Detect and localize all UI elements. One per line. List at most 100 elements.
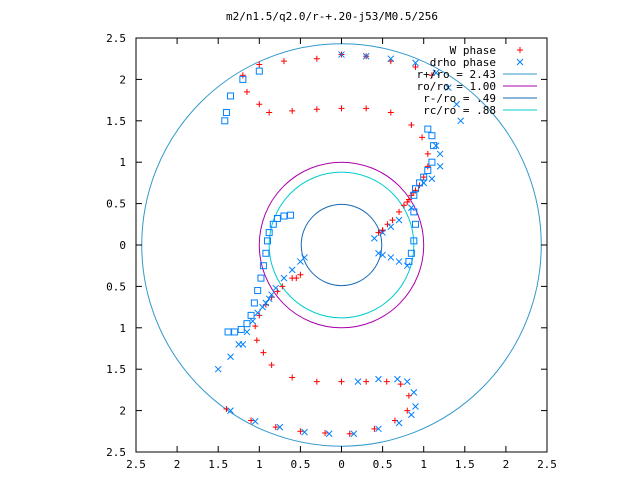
point-s2-4 [254,287,262,295]
point-s0-52 [346,430,353,437]
x-tick-label-6: 0.5 [373,458,393,471]
x-tick-label-0: 2.5 [126,458,146,471]
point-s1-50 [432,69,440,77]
y-tick-label-2: 1.5 [106,363,126,376]
point-s0-49 [404,407,411,414]
x-tick-label-5: 0 [338,458,345,471]
point-s1-22 [410,389,418,396]
point-s2-15 [287,211,295,219]
point-s1-3 [280,274,288,282]
point-s1-38 [387,223,395,231]
point-s2-11 [265,229,273,237]
point-s1-47 [362,52,370,60]
point-s1-14 [379,251,386,259]
point-s2-8 [237,325,245,333]
x-tick-label-3: 1 [256,458,263,471]
point-s1-1 [297,258,304,265]
point-s2-31 [239,75,247,83]
point-s2-32 [227,92,235,100]
point-s1-21 [403,378,411,385]
point-s1-42 [428,175,436,183]
point-s0-43 [313,378,320,385]
point-s2-10 [224,328,232,336]
point-s2-34 [221,117,229,125]
point-s0-59 [384,221,391,228]
point-s2-28 [407,249,415,257]
legend-label-2: r+/ro = 2.43 [417,68,496,81]
point-s2-21 [420,173,428,181]
point-s2-20 [424,166,432,174]
point-s2-17 [428,132,436,140]
point-s1-29 [301,428,308,436]
legend-label-5: rc/ro = .88 [423,104,496,117]
point-s0-53 [322,429,329,436]
point-s1-30 [276,423,284,431]
point-s0-42 [289,374,296,381]
point-s0-47 [397,381,404,388]
point-s2-33 [222,109,230,117]
point-s0-61 [293,275,300,282]
point-s0-26 [280,58,287,65]
point-s0-13 [424,150,431,157]
point-s1-25 [395,419,403,427]
point-s2-29 [405,258,413,266]
point-s0-6 [405,196,412,203]
y-tick-label-8: 1.5 [106,115,126,128]
point-s0-3 [396,208,403,215]
y-tick-label-6: 0.5 [106,198,126,211]
point-s2-19 [428,158,436,166]
point-s2-13 [273,215,281,223]
x-tick-label-7: 1 [420,458,427,471]
point-s2-0 [264,237,272,245]
point-s1-11 [243,328,251,336]
point-s0-37 [256,312,263,319]
point-s0-23 [243,88,250,95]
point-s1-26 [375,425,382,433]
point-s1-13 [375,249,382,257]
point-s1-9 [254,309,262,317]
point-s1-45 [432,142,440,149]
point-s1-18 [354,378,362,385]
point-s0-41 [268,362,275,369]
point-s1-37 [379,229,386,236]
point-s1-32 [227,407,234,414]
x-tick-label-8: 1.5 [455,458,475,471]
point-s0-55 [272,424,279,431]
point-s1-7 [262,299,270,307]
point-s1-28 [325,430,333,438]
point-s2-7 [243,320,251,328]
point-s1-2 [288,266,296,274]
point-s0-2 [389,217,396,224]
legend-label-1: drho phase [430,56,496,69]
y-tick-label-5: 0 [119,239,126,252]
ref-circle-1 [258,161,425,329]
point-s1-39 [395,216,403,224]
y-tick-label-1: 2 [119,405,126,418]
x-tick-label-10: 2.5 [537,458,557,471]
point-s1-8 [259,303,266,311]
point-s0-15 [408,121,415,128]
point-s2-30 [255,67,263,75]
point-s0-18 [338,105,345,112]
point-s0-40 [260,349,267,356]
point-s2-6 [247,311,255,319]
point-s0-51 [371,425,378,432]
point-s1-19 [375,375,382,383]
point-s0-4 [400,202,407,209]
point-s1-17 [403,262,411,270]
ref-circle-2 [300,203,383,287]
x-tick-label-9: 2 [503,458,510,471]
point-s0-54 [297,428,304,435]
legend-label-0: W phase [450,44,496,57]
point-s1-43 [436,162,444,170]
x-tick-label-2: 1.5 [208,458,228,471]
point-s0-21 [266,109,273,116]
y-tick-label-0: 2.5 [106,446,126,459]
point-s1-49 [412,59,419,67]
point-s2-18 [430,142,438,150]
point-s1-41 [420,179,428,187]
point-s1-48 [387,55,395,63]
point-s0-11 [420,174,427,181]
